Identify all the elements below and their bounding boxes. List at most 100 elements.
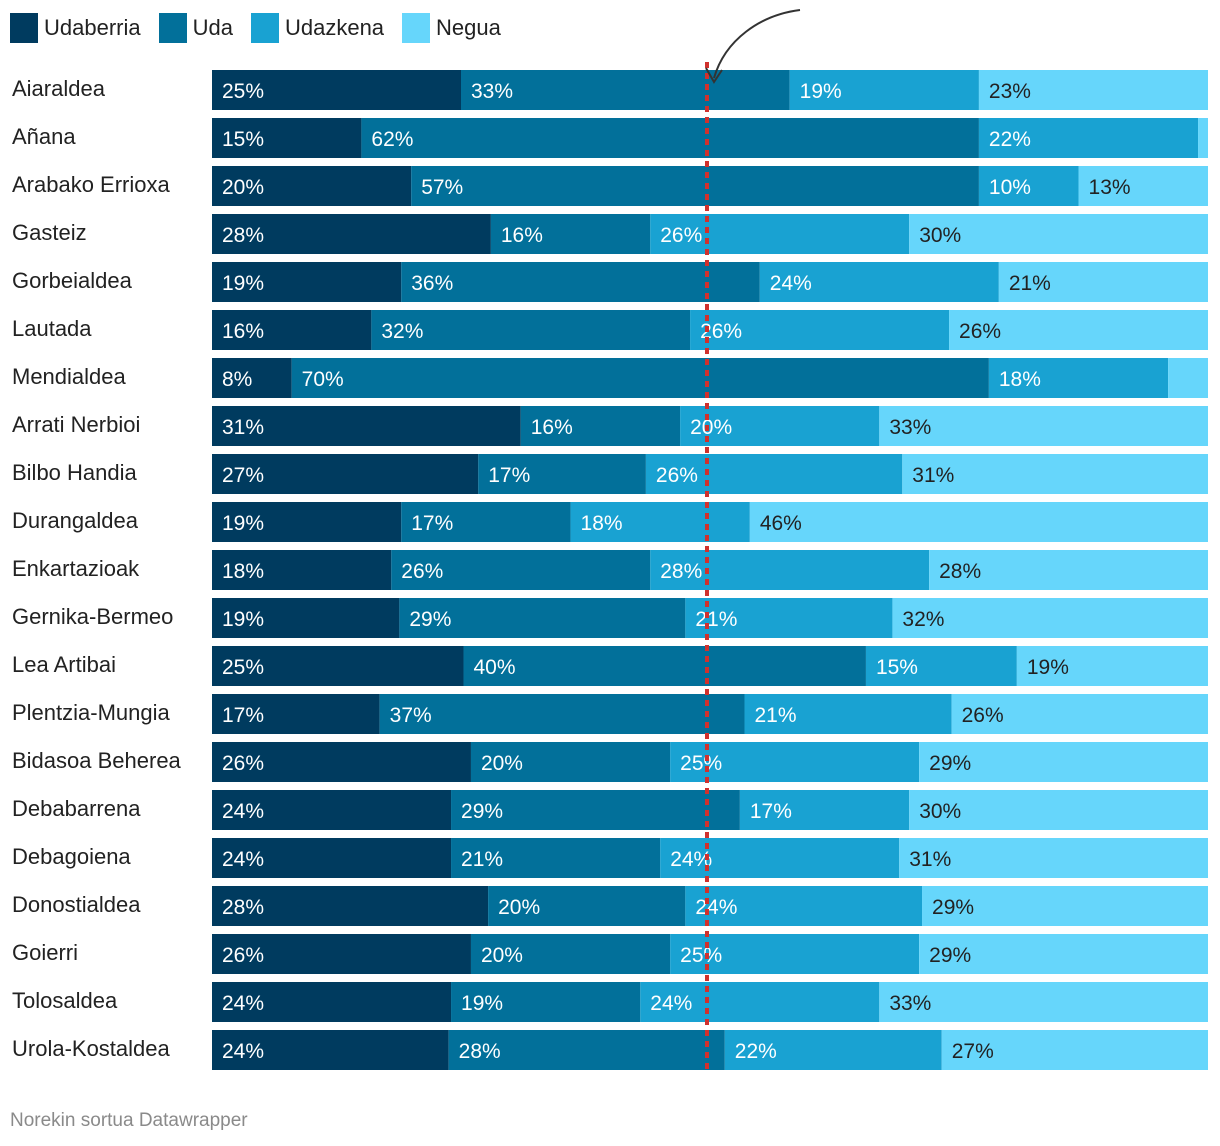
data-label: 19% [800,80,842,103]
bar-segment-udaberria [212,70,461,110]
bar-segment-uda [451,790,740,830]
data-label: 19% [222,512,264,535]
data-label: 30% [919,800,961,823]
data-label: 29% [929,944,971,967]
data-label: 26% [656,464,698,487]
bar-segment-udazkena [789,70,979,110]
legend: Udaberria Uda Udazkena Negua [10,12,519,44]
annotation-arrow [713,9,801,79]
data-label: 26% [222,752,264,775]
footer-credit: Norekin sortua Datawrapper [10,1110,248,1131]
row-label: Gorbeialdea [12,268,133,293]
bar-segment-uda [470,934,671,974]
bar-segment-uda [451,838,661,878]
bar-segment-udaberria [212,262,402,302]
data-label: 22% [989,128,1031,151]
bar-segment-udazkena [744,694,952,734]
data-label: 36% [411,272,453,295]
bar-segment-uda [399,598,686,638]
bar-segment-udaberria [212,646,464,686]
data-label: 26% [222,944,264,967]
data-label: 26% [660,224,702,247]
data-label: 19% [222,608,264,631]
row-label: Urola-Kostaldea [12,1036,171,1061]
data-label: 15% [876,656,918,679]
data-label: 25% [222,656,264,679]
data-label: 32% [381,320,423,343]
data-label: 31% [222,416,264,439]
data-label: 29% [409,608,451,631]
data-label: 24% [222,1040,264,1063]
legend-swatch [158,13,187,43]
data-label: 16% [501,224,543,247]
legend-item-negua: Negua [402,13,501,43]
bar-segment-udazkena [685,886,923,926]
row-label: Goierri [12,940,78,965]
row-label: Gernika-Bermeo [12,604,173,629]
legend-item-udaberria: Udaberria [10,13,141,43]
data-label: 28% [222,896,264,919]
row-label: Añana [12,124,76,149]
data-label: 26% [700,320,742,343]
legend-label: Udazkena [284,15,385,40]
legend-swatch [250,13,279,43]
row-label: Durangaldea [12,508,139,533]
data-label: 10% [989,176,1031,199]
data-label: 33% [889,992,931,1015]
data-label: 28% [939,560,981,583]
row-label: Enkartazioak [12,556,140,581]
data-label: 17% [222,704,264,727]
bar-segment-udaberria [212,454,479,494]
bar-segment-uda [461,70,790,110]
bar-segment-udazkena [690,310,950,350]
data-label: 20% [498,896,540,919]
bar-segment-negua [919,934,1208,974]
data-label: 32% [902,608,944,631]
bar-segment-negua [978,70,1208,110]
bar-segment-uda [448,1030,725,1070]
bar-segment-udazkena [650,214,910,254]
data-label: 37% [390,704,432,727]
legend-swatch [10,13,38,43]
bar-segment-udaberria [212,886,489,926]
data-label: 62% [371,128,413,151]
bar-segment-uda [478,454,646,494]
bar-segment-udazkena [680,406,880,446]
bar-segment-negua [892,598,1208,638]
data-label: 28% [660,560,702,583]
bar-segment-udaberria [212,550,392,590]
bar-segment-uda [361,118,979,158]
bar-segment-negua [902,454,1208,494]
data-label: 17% [750,800,792,823]
legend-item-uda: Uda [158,13,233,43]
bar-segment-negua [941,1030,1208,1070]
bar-segment-uda [520,406,681,446]
data-label: 25% [222,80,264,103]
bar-segment-udaberria [212,406,521,446]
bar-segment-negua [909,790,1208,830]
legend-label: Negua [436,15,501,40]
bar-segment-udaberria [212,934,471,974]
data-label: 18% [999,368,1041,391]
data-label: 29% [461,800,503,823]
bar-segment-udazkena [670,742,920,782]
data-label: 29% [932,896,974,919]
data-label: 31% [912,464,954,487]
bar-segment-udazkena [685,598,893,638]
bar-segment-udaberria [212,838,452,878]
bar-segment-udaberria [212,598,400,638]
data-label: 28% [222,224,264,247]
data-label: 19% [461,992,503,1015]
bar-segment-udaberria [212,166,412,206]
data-label: 20% [481,752,523,775]
data-label: 8% [222,368,252,391]
bar-segment-negua [929,550,1208,590]
data-label: 25% [680,944,722,967]
bar-segment-negua [749,502,1208,542]
data-label: 27% [952,1040,994,1063]
bar-segment-udazkena [739,790,910,830]
bar-segment-negua [951,694,1208,734]
bar-segment-udaberria [212,742,471,782]
bar-segment-udazkena [978,166,1079,206]
bar-segment-uda [401,502,571,542]
